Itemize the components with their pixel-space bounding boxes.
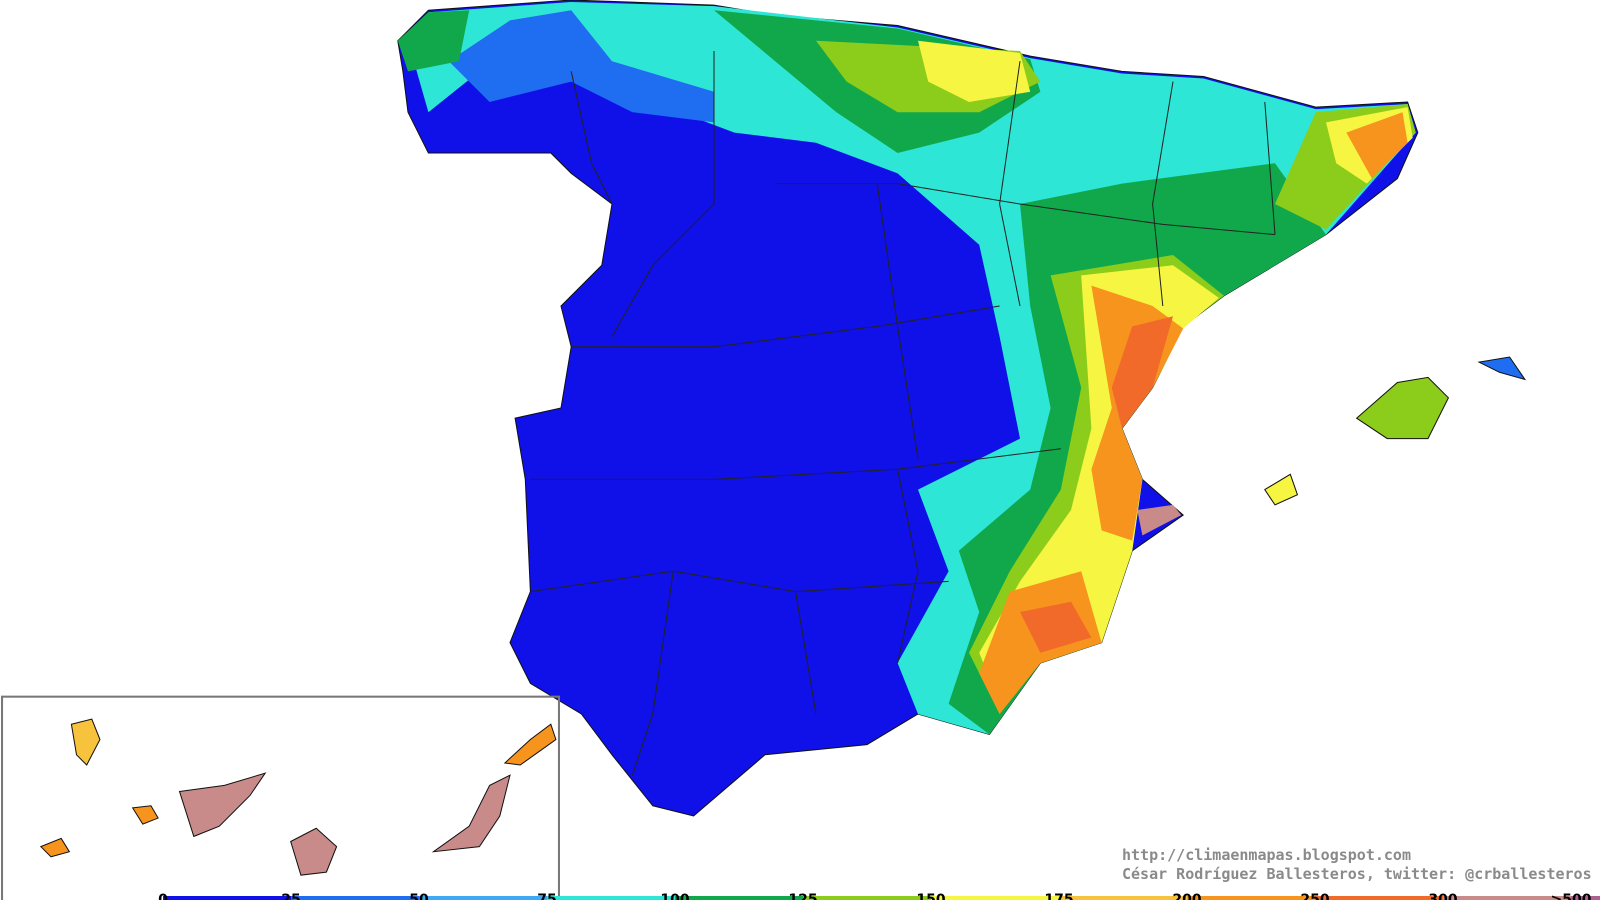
legend-swatch <box>803 896 931 900</box>
legend-swatch <box>1571 896 1600 900</box>
tenerife <box>178 772 267 838</box>
legend-label: 125 <box>788 892 817 900</box>
legend-swatch <box>1443 896 1571 900</box>
legend-swatch <box>163 896 291 900</box>
legend-label: 175 <box>1044 892 1073 900</box>
lanzarote <box>503 723 557 766</box>
menorca <box>1477 356 1527 381</box>
legend-swatch <box>1059 896 1187 900</box>
province-borders <box>530 50 1276 776</box>
legend-label: 100 <box>660 892 689 900</box>
legend-label: 0 <box>158 892 168 900</box>
map <box>1 0 1527 900</box>
legend-swatch <box>931 896 1059 900</box>
legend-label: 75 <box>537 892 556 900</box>
legend: 0 25 50 75 100 125 150 175 200 250 300 >500 <box>158 892 1600 900</box>
legend-label: >500 <box>1551 892 1592 900</box>
ibiza <box>1264 473 1299 506</box>
fuerteventura <box>431 774 511 853</box>
gran-canaria <box>290 827 338 876</box>
el-hierro <box>39 837 71 858</box>
legend-label: 250 <box>1300 892 1329 900</box>
wet-red-orange <box>1020 316 1173 653</box>
wet-pink <box>1137 504 1182 536</box>
legend-label: 25 <box>281 892 300 900</box>
legend-swatch <box>291 896 419 900</box>
mallorca <box>1355 376 1450 440</box>
legend-swatch <box>675 896 803 900</box>
legend-label: 150 <box>916 892 945 900</box>
wet-north-blue <box>448 10 714 123</box>
legend-label: 300 <box>1428 892 1457 900</box>
legend-swatch <box>547 896 675 900</box>
legend-swatch <box>1187 896 1315 900</box>
la-palma <box>70 718 101 766</box>
la-gomera <box>131 805 159 825</box>
legend-swatch <box>1315 896 1443 900</box>
canaries-inset <box>1 695 560 900</box>
credit-url: http://climaenmapas.blogspot.com <box>1122 846 1411 864</box>
wet-orange <box>979 112 1408 714</box>
credit-author: César Rodríguez Ballesteros, twitter: @c… <box>1122 865 1592 883</box>
legend-label: 50 <box>409 892 429 900</box>
legend-label: 200 <box>1172 892 1201 900</box>
legend-swatch <box>419 896 547 900</box>
